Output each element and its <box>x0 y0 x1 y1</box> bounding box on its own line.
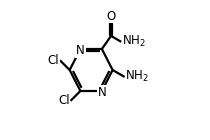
Text: N: N <box>76 44 85 57</box>
Text: NH$_2$: NH$_2$ <box>125 69 149 84</box>
Text: NH$_2$: NH$_2$ <box>122 34 146 49</box>
Text: O: O <box>106 10 116 23</box>
Text: Cl: Cl <box>58 94 70 107</box>
Text: N: N <box>97 86 106 99</box>
Text: Cl: Cl <box>47 54 59 67</box>
